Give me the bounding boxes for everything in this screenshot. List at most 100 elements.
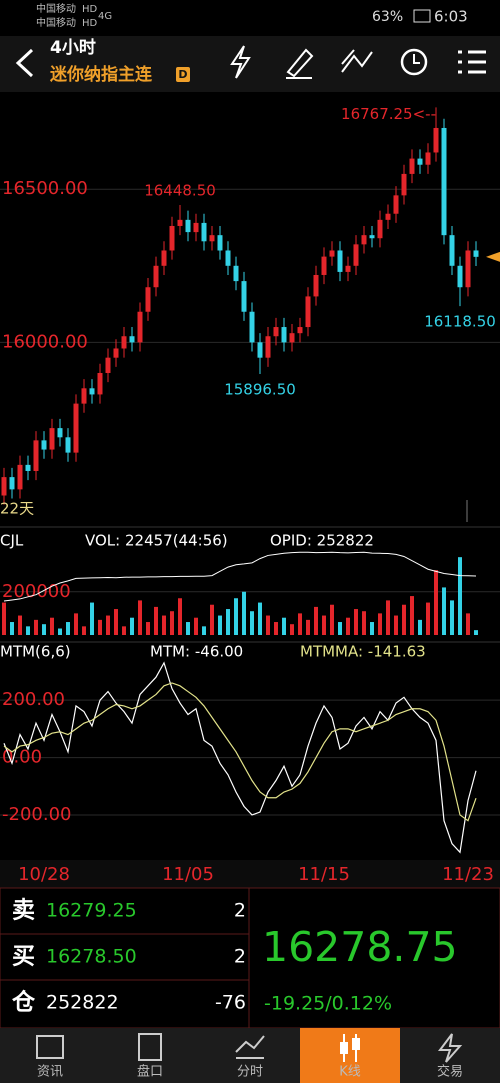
- period-label: 22天: [0, 500, 34, 518]
- candle-body: [233, 265, 239, 282]
- nav-label[interactable]: K线: [339, 1065, 361, 1080]
- carrier: 中国移动: [36, 2, 76, 15]
- date-axis-bg: [0, 860, 500, 888]
- indicator-label: MTM(6,6): [0, 643, 71, 661]
- candle-body: [345, 265, 351, 272]
- volume-bar: [106, 615, 110, 635]
- battery-icon: [413, 9, 431, 23]
- volume-bar: [402, 604, 406, 635]
- candle-body: [457, 265, 463, 288]
- volume-bar: [178, 598, 182, 635]
- volume-bar: [258, 602, 262, 635]
- nav-icon: [438, 1033, 463, 1063]
- candle-body: [329, 250, 335, 257]
- candle-body: [297, 327, 303, 334]
- candle-body: [257, 342, 263, 358]
- volume-bar: [154, 606, 158, 635]
- volume-bar: [130, 617, 134, 635]
- volume-bar: [146, 622, 150, 635]
- volume-bar: [2, 602, 6, 635]
- candle-body: [281, 327, 287, 343]
- candle-body: [17, 464, 23, 490]
- volume-bar: [58, 628, 62, 635]
- volume-bar: [322, 615, 326, 635]
- nav-label[interactable]: 盘口: [137, 1064, 163, 1080]
- candle-body: [353, 244, 359, 266]
- y-tick-label: -200.00: [2, 804, 71, 825]
- candle-body: [9, 477, 15, 490]
- candle-body: [393, 195, 399, 214]
- price-change: -19.25/0.12%: [264, 993, 392, 1015]
- volume-bar: [298, 613, 302, 635]
- time: 6:03: [434, 8, 468, 26]
- volume-bar: [66, 622, 70, 635]
- y-tick-label: 16500.00: [2, 178, 88, 199]
- back-button[interactable]: [15, 48, 34, 78]
- y-tick-label: 0.00: [2, 747, 42, 768]
- indicator-label: CJL: [0, 532, 24, 550]
- volume-bar: [306, 619, 310, 635]
- candle-body: [249, 311, 255, 343]
- volume-bar: [74, 613, 78, 635]
- y-tick-label: 16000.00: [2, 331, 88, 352]
- volume-bar: [242, 591, 246, 635]
- volume-bar: [218, 615, 222, 635]
- candle-body: [289, 333, 295, 343]
- volume-bar: [330, 604, 334, 635]
- clock-icon[interactable]: [400, 48, 428, 76]
- volume-bar: [122, 626, 126, 635]
- flash-icon[interactable]: [230, 45, 251, 79]
- candle-body: [321, 256, 327, 275]
- volume-bar: [282, 617, 286, 635]
- badge-bg: [176, 67, 190, 82]
- quote-panel: [0, 887, 500, 1029]
- volume-bar: [434, 570, 438, 635]
- clock-hands: [413, 54, 420, 64]
- candle-body: [217, 235, 223, 251]
- volume-bar: [378, 613, 382, 635]
- volume-bar: [162, 615, 166, 635]
- draw-icon[interactable]: [286, 48, 314, 79]
- quote-price: 16279.25: [46, 900, 137, 922]
- price-marker: [486, 251, 500, 262]
- volume-bar: [346, 617, 350, 635]
- volume-bar: [250, 611, 254, 635]
- candle-body: [193, 222, 199, 233]
- quote-qty: 2: [234, 900, 246, 922]
- candle-body: [65, 437, 71, 453]
- y-tick-label: 200.00: [2, 689, 65, 710]
- nav-label[interactable]: 分时: [237, 1065, 263, 1080]
- nav-icon: [235, 1035, 265, 1059]
- indicator-label: MTMMA: -141.63: [300, 643, 426, 661]
- candle-body: [49, 428, 55, 450]
- volume-bar: [186, 622, 190, 635]
- volume-bar: [442, 587, 446, 635]
- period[interactable]: 4小时: [50, 38, 96, 58]
- volume-bar: [370, 622, 374, 635]
- candle-body: [41, 440, 47, 450]
- low-label: 15896.50: [224, 381, 296, 399]
- nav-label[interactable]: 交易: [437, 1064, 463, 1080]
- volume-bar: [354, 609, 358, 635]
- indicator-icon[interactable]: [341, 49, 373, 73]
- candle-body: [169, 225, 175, 251]
- volume-bar: [98, 619, 102, 635]
- volume-bar: [82, 626, 86, 635]
- volume-bar: [410, 596, 414, 635]
- volume-bar: [394, 615, 398, 635]
- volume-bar: [274, 622, 278, 635]
- candle-body: [81, 388, 87, 404]
- badge: D: [178, 68, 187, 81]
- candle-body: [209, 235, 215, 242]
- menu-icon[interactable]: [458, 50, 486, 74]
- candle-body: [113, 348, 119, 358]
- nav-label[interactable]: 资讯: [37, 1065, 63, 1080]
- candle-body: [401, 173, 407, 196]
- volume-bar: [474, 630, 478, 635]
- candle-body: [441, 127, 447, 236]
- candle-body: [121, 336, 127, 349]
- indicator-label: MTM: -46.00: [150, 643, 243, 661]
- high-label: 16767.25<--: [341, 105, 436, 123]
- candle-body: [377, 219, 383, 239]
